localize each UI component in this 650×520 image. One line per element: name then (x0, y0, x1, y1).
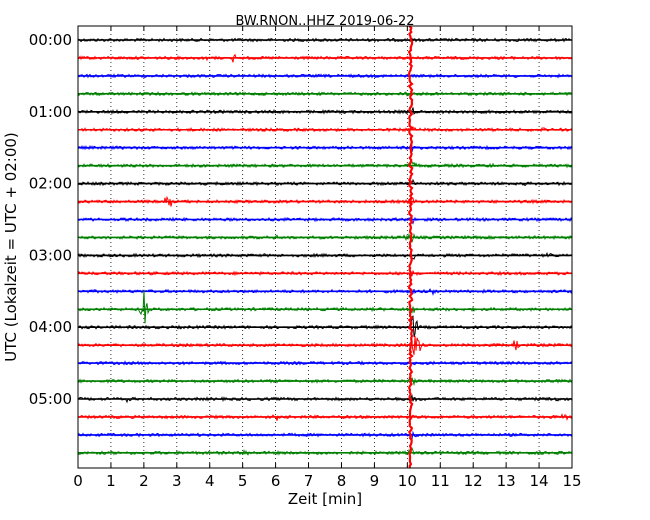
y-tick-label: 04:00 (29, 318, 72, 336)
y-tick-label: 05:00 (29, 390, 72, 408)
x-tick-label: 6 (271, 472, 281, 490)
x-axis-label: Zeit [min] (288, 490, 362, 508)
trace-line (77, 232, 573, 243)
chart-title: BW.RNON..HHZ 2019-06-22 (235, 14, 414, 29)
x-tick-label: 14 (530, 472, 549, 490)
x-tick-label: 15 (562, 472, 581, 490)
grid-lines (110, 26, 540, 468)
event-overlay (407, 25, 414, 469)
trace-line (77, 447, 573, 456)
trace-line (77, 107, 573, 116)
x-tick-label: 1 (106, 472, 116, 490)
y-tick-label: 02:00 (29, 175, 72, 193)
y-tick-label: 00:00 (29, 31, 72, 49)
x-tick-label: 3 (172, 472, 182, 490)
traces (77, 37, 573, 456)
x-tick-label: 4 (205, 472, 215, 490)
x-tick-label: 13 (497, 472, 516, 490)
y-axis-ticks: 00:00 01:00 02:00 03:00 04:00 05:00 (29, 31, 572, 408)
x-tick-label: 7 (304, 472, 314, 490)
x-tick-label: 11 (431, 472, 450, 490)
x-tick-label: 12 (464, 472, 483, 490)
x-tick-label: 0 (73, 472, 83, 490)
trace-line (77, 289, 572, 324)
trace-line (77, 315, 573, 337)
plot-frame (77, 25, 573, 469)
y-tick-label: 03:00 (29, 246, 72, 264)
x-tick-label: 10 (398, 472, 417, 490)
event-line (407, 25, 414, 469)
y-tick-label: 01:00 (29, 103, 72, 121)
x-tick-label: 2 (139, 472, 149, 490)
x-tick-label: 9 (370, 472, 380, 490)
x-tick-label: 5 (238, 472, 248, 490)
y-axis-label: UTC (Lokalzeit = UTC + 02:00) (2, 132, 20, 362)
x-tick-label: 8 (337, 472, 347, 490)
x-axis-ticks: 0 1 2 3 4 5 6 7 8 9 10 11 12 13 14 15 (73, 26, 582, 490)
trace-line (77, 430, 573, 441)
